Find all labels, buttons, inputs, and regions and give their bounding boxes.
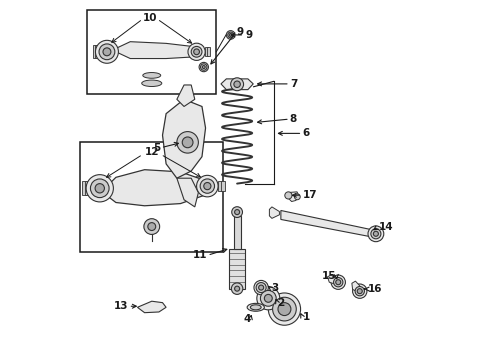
Circle shape [103, 48, 111, 56]
Text: 12: 12 [145, 147, 159, 157]
Circle shape [148, 222, 156, 230]
Circle shape [259, 285, 264, 290]
Bar [221, 181, 224, 192]
Circle shape [86, 175, 113, 202]
Polygon shape [101, 170, 205, 206]
Circle shape [256, 283, 266, 293]
Circle shape [96, 40, 119, 63]
Circle shape [285, 192, 292, 199]
Bar [87, 10, 216, 94]
Ellipse shape [247, 303, 265, 311]
Circle shape [257, 287, 280, 310]
Circle shape [144, 219, 160, 234]
Bar [93, 45, 96, 58]
Text: 9: 9 [245, 30, 252, 40]
Polygon shape [281, 211, 374, 237]
Circle shape [357, 289, 362, 294]
Bar [95, 45, 98, 58]
Circle shape [235, 286, 240, 291]
Circle shape [199, 62, 208, 72]
Circle shape [235, 210, 240, 215]
Circle shape [204, 183, 211, 190]
Circle shape [265, 294, 272, 302]
Circle shape [254, 280, 269, 295]
Text: 4: 4 [243, 314, 250, 324]
Circle shape [278, 303, 291, 316]
Circle shape [272, 297, 296, 321]
Circle shape [226, 31, 235, 39]
Circle shape [95, 184, 104, 193]
Ellipse shape [143, 72, 161, 78]
Text: 13: 13 [114, 301, 128, 311]
Bar [205, 47, 208, 57]
Circle shape [177, 132, 198, 153]
Circle shape [260, 291, 276, 306]
Text: 5: 5 [153, 143, 161, 153]
Polygon shape [288, 192, 299, 202]
Circle shape [234, 81, 240, 87]
Circle shape [196, 175, 218, 197]
Bar [82, 181, 86, 195]
Text: 3: 3 [271, 283, 278, 293]
Text: 16: 16 [368, 284, 382, 294]
Polygon shape [270, 207, 279, 219]
Text: 15: 15 [322, 271, 337, 281]
Text: 2: 2 [277, 298, 285, 308]
Circle shape [229, 33, 232, 36]
Bar [234, 216, 241, 249]
Circle shape [373, 231, 378, 236]
Circle shape [182, 137, 193, 148]
Ellipse shape [142, 80, 162, 86]
Text: 11: 11 [193, 250, 207, 260]
Circle shape [232, 207, 243, 217]
Polygon shape [177, 178, 198, 207]
Circle shape [231, 283, 243, 294]
Polygon shape [327, 275, 337, 284]
Circle shape [368, 226, 384, 242]
Bar [229, 249, 245, 289]
Circle shape [99, 44, 115, 60]
Circle shape [371, 229, 381, 239]
Polygon shape [352, 281, 360, 292]
Polygon shape [177, 85, 195, 107]
Circle shape [188, 43, 205, 60]
Circle shape [355, 287, 365, 296]
Text: 17: 17 [302, 190, 317, 200]
Circle shape [331, 275, 345, 289]
Polygon shape [137, 301, 166, 313]
Circle shape [194, 49, 199, 55]
Text: 8: 8 [290, 114, 297, 124]
Polygon shape [112, 42, 195, 59]
Circle shape [334, 278, 343, 287]
Circle shape [200, 179, 215, 193]
Bar [207, 47, 210, 57]
Polygon shape [221, 79, 253, 90]
Text: 9: 9 [236, 27, 243, 37]
Text: 14: 14 [378, 222, 393, 231]
Circle shape [231, 78, 244, 91]
Circle shape [191, 46, 202, 57]
Circle shape [228, 32, 234, 38]
Bar [80, 142, 223, 252]
Text: 6: 6 [302, 129, 310, 138]
Text: 1: 1 [302, 312, 310, 322]
Text: 7: 7 [290, 79, 297, 89]
Bar [85, 181, 90, 195]
Text: 10: 10 [143, 13, 157, 23]
Polygon shape [163, 99, 205, 178]
Circle shape [200, 64, 207, 70]
Circle shape [353, 284, 367, 298]
Bar [218, 181, 221, 192]
Ellipse shape [250, 305, 261, 310]
Circle shape [202, 66, 205, 68]
Circle shape [336, 280, 341, 285]
Circle shape [294, 194, 300, 200]
Circle shape [91, 179, 109, 198]
Circle shape [269, 293, 300, 325]
